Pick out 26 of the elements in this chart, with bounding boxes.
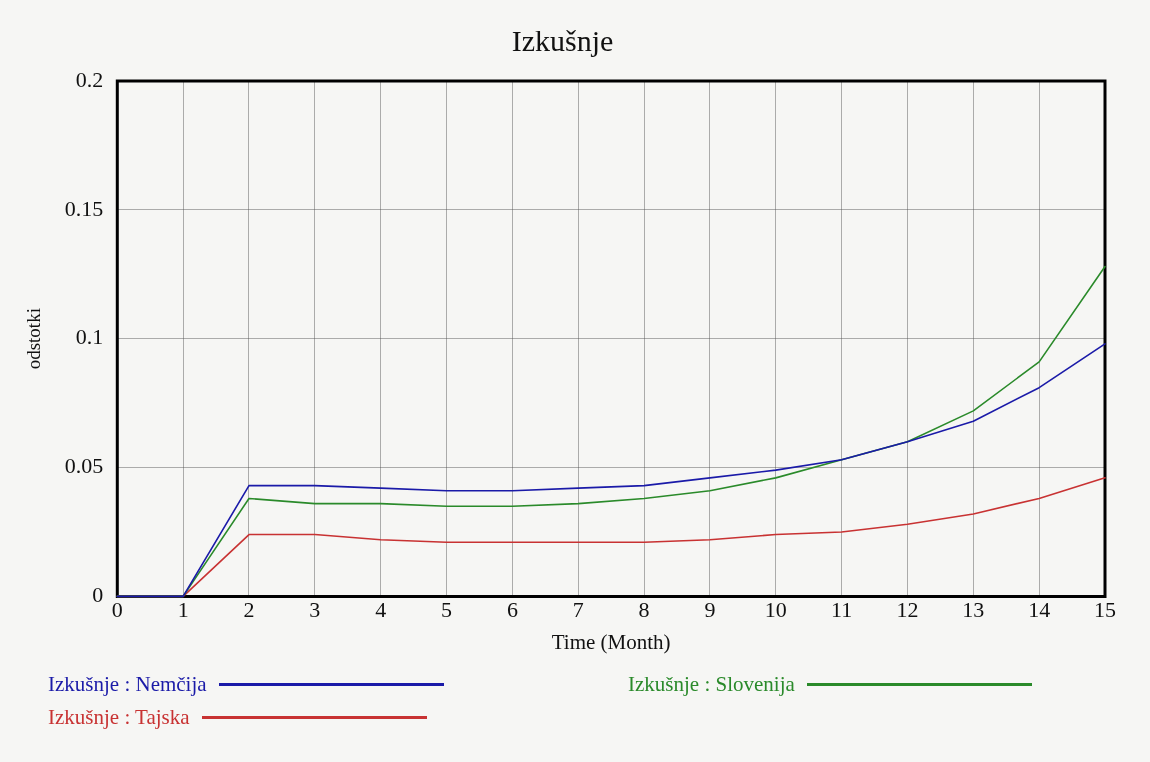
x-tick-label: 15: [1094, 597, 1116, 623]
x-tick-label: 9: [704, 597, 716, 623]
text: Izkušnje : Slovenija: [628, 672, 795, 697]
x-tick-label: 13: [962, 597, 985, 623]
x-tick-label: 11: [831, 597, 853, 623]
y-tick-label: 0.15: [64, 195, 104, 221]
x-axis-title: Time (Month): [551, 629, 671, 654]
x-tick-label: 2: [243, 597, 255, 623]
x-tick-label: 3: [309, 597, 321, 623]
x-tick-label: 12: [896, 597, 919, 623]
x-tick-label: 14: [1028, 597, 1051, 623]
y-tick-label: 0.05: [64, 453, 104, 479]
chart-title: Izkušnje: [511, 23, 614, 57]
text: Izkušnje : Nemčija: [48, 672, 207, 697]
x-tick-label: 4: [375, 597, 387, 623]
x-tick-label: 7: [572, 597, 584, 623]
x-tick-label: 5: [441, 597, 453, 623]
x-tick-label: 6: [506, 597, 518, 623]
y-axis-title: odstotki: [23, 308, 45, 370]
x-tick-label: 8: [638, 597, 650, 623]
text: Izkušnje : Tajska: [48, 705, 190, 730]
x-tick-label: 0: [111, 597, 123, 623]
y-tick-label: 0.2: [75, 66, 104, 92]
x-tick-label: 1: [177, 597, 189, 623]
y-tick-label: 0.1: [75, 324, 104, 350]
x-tick-label: 10: [764, 597, 787, 623]
